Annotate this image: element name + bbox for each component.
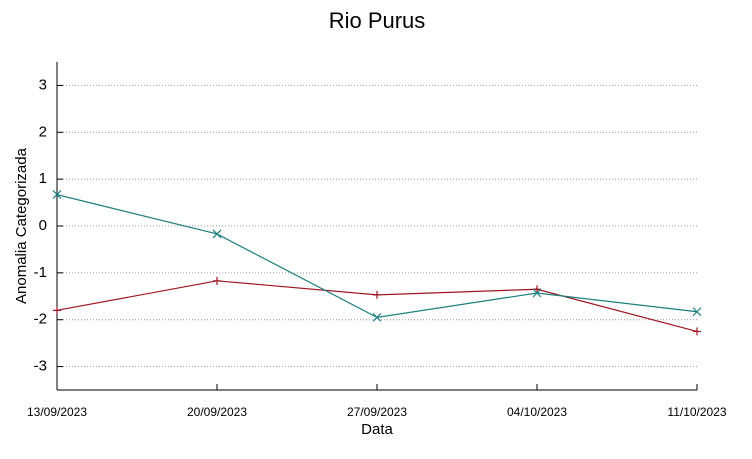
point-marker (693, 327, 701, 336)
point-marker (373, 290, 381, 299)
y-tick-label: 0 (39, 217, 47, 234)
y-tick-label: -3 (34, 358, 47, 375)
x-tick-label: 20/09/2023 (187, 405, 247, 419)
point-marker (532, 288, 542, 298)
y-tick-label: 1 (39, 170, 47, 187)
point-marker (372, 312, 382, 322)
chart-title: Rio Purus (329, 8, 426, 33)
y-tick-label: 2 (39, 123, 47, 140)
x-tick-label: 11/10/2023 (667, 405, 726, 419)
x-tick-label: 04/10/2023 (507, 405, 567, 419)
point-marker (533, 285, 541, 294)
point-marker (692, 307, 702, 317)
x-tick-label: 27/09/2023 (347, 405, 407, 419)
series-line (56, 280, 698, 333)
y-tick-label: -1 (34, 264, 47, 281)
y-tick-label: -2 (34, 311, 47, 328)
y-axis-label: Anomalia Categorizada (13, 147, 30, 304)
point-marker (52, 190, 62, 200)
x-tick-label: 13/09/2023 (27, 405, 87, 419)
point-marker (213, 276, 221, 285)
y-tick-label: 3 (39, 76, 47, 93)
point-marker (212, 229, 222, 239)
x-axis-label: Data (361, 421, 393, 438)
point-marker (53, 306, 61, 315)
series-line (56, 194, 698, 318)
